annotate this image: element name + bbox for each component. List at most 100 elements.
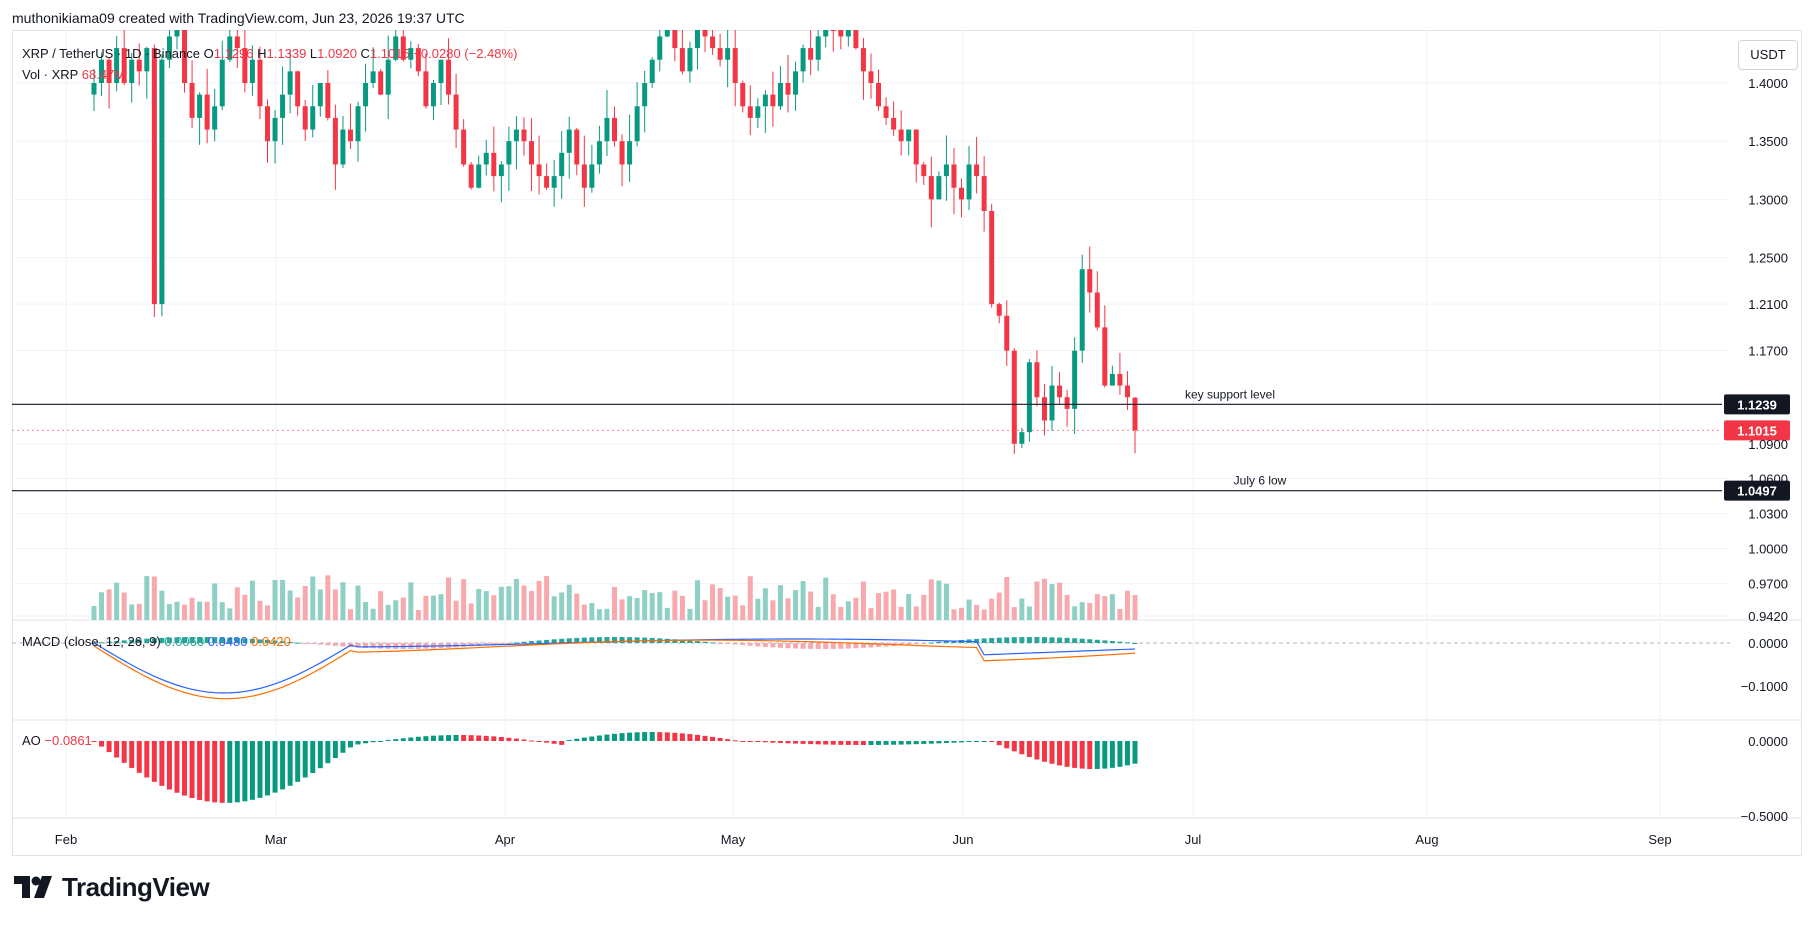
ao-bar (483, 735, 489, 741)
candle-body (99, 59, 105, 83)
candle-body (747, 106, 753, 118)
volume-bar (536, 580, 542, 620)
candle-body (785, 83, 791, 95)
volume-bar (385, 604, 391, 620)
current-price-badge (1724, 420, 1790, 441)
ao-bar (589, 736, 595, 741)
candle-body (317, 83, 323, 107)
macd-histogram-bar (1026, 637, 1032, 643)
price-tick-label: 0.9700 (1748, 576, 1788, 591)
candle-body (166, 36, 172, 60)
macd-histogram-bar (732, 643, 738, 645)
ao-bar (378, 741, 384, 742)
volume-bar (378, 591, 384, 620)
candle-body (710, 36, 716, 49)
macd-histogram-bar (1102, 640, 1108, 643)
ao-bar (1019, 741, 1025, 755)
macd-histogram-bar (370, 643, 376, 649)
volume-bar (400, 597, 406, 620)
ao-bar (446, 735, 452, 741)
ao-legend: AO −0.0861 (22, 733, 92, 748)
candle-body (808, 48, 814, 60)
macd-histogram-bar (1041, 637, 1047, 643)
ao-bar (332, 741, 338, 759)
ao-bar (529, 740, 535, 742)
ao-bar (808, 741, 814, 745)
ao-bar (566, 739, 572, 741)
volume-bar (1109, 594, 1115, 620)
candle-body (793, 71, 799, 95)
macd-histogram-bar (717, 643, 723, 644)
macd-histogram-bar (287, 641, 293, 643)
macd-legend: MACD (close, 12, 26, 9) 0.0060 0.0480 0.… (22, 634, 291, 649)
candle-body (906, 129, 912, 142)
volume-bar (845, 601, 851, 620)
candle-body (732, 48, 738, 83)
ao-bar (943, 741, 949, 744)
macd-histogram-bar (838, 643, 844, 649)
candle-body (604, 117, 610, 142)
ao-bar (430, 735, 436, 741)
ao-bar (777, 741, 783, 743)
ao-bar (400, 738, 406, 741)
open-label: O (203, 46, 214, 61)
ao-bar (679, 733, 685, 741)
macd-histogram-bar (951, 640, 957, 643)
candle-body (272, 117, 278, 142)
price-tick-label: 1.3500 (1748, 134, 1788, 149)
candle-body (189, 83, 195, 118)
ao-bar (996, 741, 1002, 746)
volume-bar (664, 607, 670, 620)
ao-bar (853, 741, 859, 745)
volume-bar (355, 585, 361, 620)
volume-bar (249, 580, 255, 620)
price-tick-label: 1.0600 (1748, 472, 1788, 487)
price-tick-label: 1.0900 (1748, 437, 1788, 452)
macd-label: MACD (close, 12, 26, 9) (22, 634, 161, 649)
volume-bar (627, 596, 633, 620)
volume-bar (913, 606, 919, 620)
ao-bar (544, 741, 550, 743)
ao-bar (649, 732, 655, 741)
time-tick-label: Aug (1415, 832, 1438, 847)
candle-body (423, 71, 429, 107)
volume-bar (1087, 602, 1093, 620)
candle-body (280, 94, 286, 118)
volume-bar (800, 581, 806, 620)
candle-body (762, 94, 768, 107)
ao-bar (1124, 741, 1130, 766)
macd-histogram-bar (747, 643, 753, 646)
ao-bar (740, 741, 746, 742)
volume-bar (551, 596, 557, 620)
macd-pane (91, 637, 1138, 700)
volume-bar (129, 604, 135, 620)
macd-histogram-bar (182, 637, 188, 643)
ao-bar (317, 741, 323, 769)
macd-histogram-bar (317, 643, 323, 645)
candle-body (853, 30, 859, 49)
candle-body (378, 71, 384, 95)
macd-histogram-bar (166, 637, 172, 643)
low-value: 1.0920 (317, 46, 357, 61)
volume-bar (1041, 578, 1047, 620)
ao-bar (974, 741, 980, 742)
candle-body (265, 106, 270, 142)
macd-histogram-bar (249, 638, 255, 643)
currency-unit-button[interactable]: USDT (1738, 40, 1798, 70)
volume-bar (717, 588, 723, 620)
macd-histogram-bar (393, 643, 399, 649)
ao-bar (265, 741, 270, 796)
macd-histogram-bar (981, 638, 987, 643)
macd-histogram-bar (483, 643, 489, 646)
volume-bar (1004, 576, 1010, 620)
ao-bar (876, 741, 882, 745)
macd-histogram-bar (204, 637, 210, 643)
volume-bar (498, 586, 504, 620)
candle-body (257, 59, 263, 107)
volume-bar (694, 580, 700, 620)
macd-histogram-bar (808, 643, 814, 649)
candle-body (581, 164, 587, 188)
macd-histogram-bar (1011, 637, 1017, 643)
volume-bar (302, 585, 308, 620)
